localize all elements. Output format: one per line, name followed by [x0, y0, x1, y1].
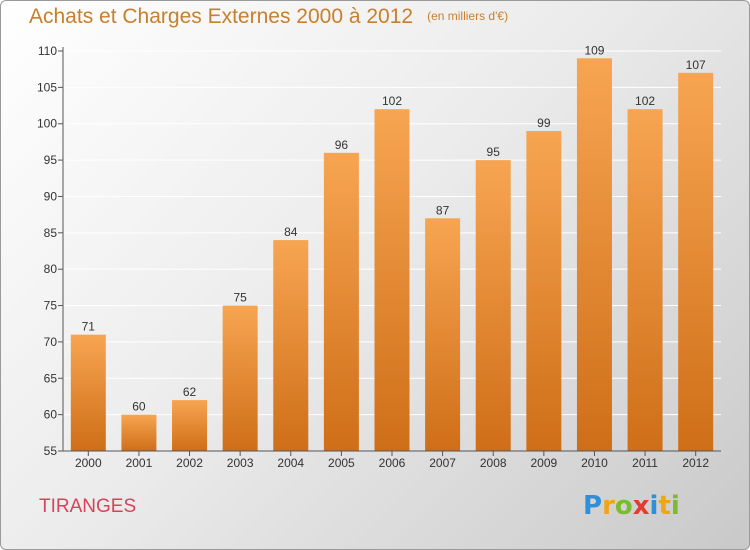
y-tick-label: 90	[44, 189, 58, 203]
bar	[526, 131, 562, 451]
bar	[475, 160, 511, 451]
x-tick-label: 2009	[530, 456, 557, 470]
data-label: 102	[635, 94, 655, 108]
y-tick-label: 105	[37, 80, 57, 94]
logo-letter: r	[602, 491, 615, 521]
logo-letter: P	[583, 491, 603, 521]
data-label: 107	[686, 58, 706, 72]
data-label: 71	[82, 320, 96, 334]
y-tick-label: 100	[37, 117, 57, 131]
logo-letter: o	[614, 491, 633, 521]
bar	[627, 109, 663, 451]
y-tick-label: 95	[44, 153, 58, 167]
bar	[121, 414, 157, 451]
chart-title: Achats et Charges Externes 2000 à 2012	[29, 5, 414, 28]
x-tick-label: 2005	[328, 456, 355, 470]
y-tick-label: 85	[44, 226, 58, 240]
axes	[58, 47, 721, 456]
bar	[374, 109, 410, 451]
data-label: 99	[537, 116, 551, 130]
bars	[70, 58, 714, 452]
labels: 55 60 65 70 75 80 85 90 95 100 105 110 71 2000 60 2001 6…	[37, 43, 709, 470]
y-tick-label: 110	[38, 44, 57, 58]
bar	[425, 218, 461, 451]
data-label: 96	[335, 138, 349, 152]
data-label: 84	[284, 225, 298, 239]
x-tick-label: 2000	[75, 456, 102, 470]
x-tick-label: 2007	[429, 456, 456, 470]
x-tick-label: 2003	[227, 456, 254, 470]
chart-subtitle: (en milliers d'€)	[427, 9, 509, 23]
commune-name: TIRANGES	[39, 496, 137, 517]
data-label: 102	[382, 94, 402, 108]
logo-letter: i	[670, 491, 680, 521]
bar	[576, 58, 612, 451]
y-tick-label: 60	[44, 408, 58, 422]
logo-letter: x	[632, 491, 650, 521]
x-tick-label: 2011	[632, 456, 658, 470]
bar	[323, 152, 359, 451]
x-tick-label: 2002	[176, 456, 203, 470]
proxiti-logo[interactable]: Proxiti	[583, 491, 680, 521]
y-tick-label: 75	[44, 299, 58, 313]
data-label: 75	[233, 291, 247, 305]
x-tick-label: 2012	[682, 456, 709, 470]
bar	[273, 240, 309, 451]
data-label: 95	[487, 145, 501, 159]
data-label: 87	[436, 203, 450, 217]
y-tick-label: 65	[44, 371, 58, 385]
logo-letter: t	[658, 491, 671, 521]
x-tick-label: 2001	[126, 456, 153, 470]
bar	[222, 305, 258, 451]
title-row: Achats et Charges Externes 2000 à 2012 (…	[29, 5, 508, 29]
data-label: 62	[183, 385, 197, 399]
logo-letter: i	[649, 491, 659, 521]
data-label: 109	[584, 43, 604, 57]
y-tick-label: 70	[44, 335, 58, 349]
bar	[172, 400, 208, 451]
x-tick-label: 2008	[480, 456, 507, 470]
data-label: 60	[132, 400, 146, 414]
y-tick-label: 80	[44, 262, 58, 276]
y-tick-label: 55	[44, 444, 58, 458]
bar	[70, 334, 106, 451]
x-tick-label: 2004	[277, 456, 304, 470]
x-tick-label: 2010	[581, 456, 608, 470]
bar	[678, 72, 714, 452]
x-tick-label: 2006	[379, 456, 406, 470]
